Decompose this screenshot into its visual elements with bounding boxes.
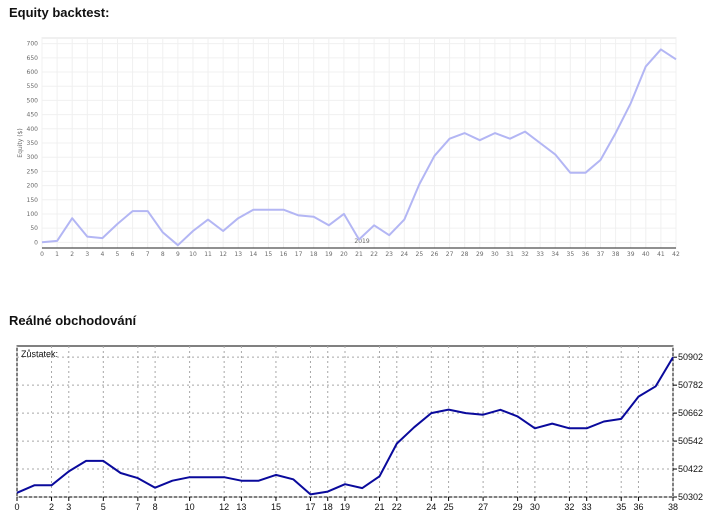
y-tick-label: 500 <box>27 97 39 104</box>
y-tick-label: 0 <box>34 239 38 246</box>
x-tick-label: 10 <box>189 251 197 258</box>
x-tick-label: 16 <box>280 251 288 258</box>
x-tick-label: 24 <box>426 502 436 512</box>
x-tick-label: 21 <box>355 251 363 258</box>
x-tick-label: 27 <box>446 251 454 258</box>
x-tick-label: 8 <box>153 502 158 512</box>
y-tick-label: 50 <box>30 225 38 232</box>
y-axis-label: Equity ($) <box>17 128 24 157</box>
x-tick-label: 35 <box>616 502 626 512</box>
x-tick-label: 13 <box>234 251 242 258</box>
x-tick-label: 33 <box>536 251 544 258</box>
x-tick-label: 33 <box>582 502 592 512</box>
x-tick-label: 26 <box>431 251 439 258</box>
x-tick-label: 24 <box>400 251 408 258</box>
y-tick-label: 50302 <box>678 492 703 502</box>
x-tick-label: 23 <box>385 251 393 258</box>
x-tick-label: 9 <box>176 251 180 258</box>
x-tick-label: 0 <box>14 502 19 512</box>
inline-year-label: 2019 <box>354 238 369 245</box>
y-tick-label: 200 <box>27 183 39 190</box>
x-tick-label: 37 <box>597 251 605 258</box>
x-tick-label: 18 <box>310 251 318 258</box>
x-tick-label: 18 <box>323 502 333 512</box>
x-tick-label: 25 <box>444 502 454 512</box>
x-tick-label: 28 <box>461 251 469 258</box>
x-tick-label: 22 <box>370 251 378 258</box>
x-tick-label: 0 <box>40 251 44 258</box>
real-trading-heading: Reálné obchodování <box>9 313 137 328</box>
y-tick-label: 50782 <box>678 380 703 390</box>
x-tick-label: 20 <box>340 251 348 258</box>
y-tick-label: 400 <box>27 126 39 133</box>
y-tick-label: 700 <box>27 41 39 48</box>
x-tick-label: 7 <box>135 502 140 512</box>
y-tick-label: 50662 <box>678 408 703 418</box>
x-tick-label: 34 <box>551 251 559 258</box>
x-tick-label: 17 <box>295 251 303 258</box>
x-tick-label: 32 <box>521 251 529 258</box>
x-tick-label: 5 <box>101 502 106 512</box>
x-tick-label: 15 <box>271 502 281 512</box>
x-tick-label: 4 <box>100 251 104 258</box>
x-tick-label: 13 <box>236 502 246 512</box>
x-tick-label: 41 <box>657 251 665 258</box>
x-tick-label: 25 <box>416 251 424 258</box>
y-tick-label: 50422 <box>678 464 703 474</box>
x-tick-label: 29 <box>513 502 523 512</box>
x-tick-label: 12 <box>219 251 227 258</box>
x-tick-label: 36 <box>582 251 590 258</box>
x-tick-label: 19 <box>325 251 333 258</box>
y-tick-label: 250 <box>27 168 39 175</box>
x-tick-label: 2 <box>70 251 74 258</box>
y-tick-label: 300 <box>27 154 39 161</box>
y-tick-label: 350 <box>27 140 39 147</box>
x-tick-label: 1 <box>55 251 59 258</box>
y-tick-label: 100 <box>27 211 39 218</box>
y-tick-label: 450 <box>27 112 39 119</box>
y-tick-label: 50542 <box>678 436 703 446</box>
x-tick-label: 2 <box>49 502 54 512</box>
x-tick-label: 6 <box>131 251 135 258</box>
y-tick-label: 150 <box>27 197 39 204</box>
x-tick-label: 17 <box>305 502 315 512</box>
balance-series-line <box>16 356 674 496</box>
x-tick-label: 22 <box>392 502 402 512</box>
x-tick-label: 19 <box>340 502 350 512</box>
x-tick-label: 30 <box>530 502 540 512</box>
x-tick-label: 29 <box>476 251 484 258</box>
x-tick-label: 3 <box>66 502 71 512</box>
x-tick-label: 30 <box>491 251 499 258</box>
balance-label: Zůstatek: <box>21 349 58 359</box>
y-tick-label: 50902 <box>678 352 703 362</box>
x-tick-label: 27 <box>478 502 488 512</box>
x-tick-label: 21 <box>375 502 385 512</box>
y-tick-label: 650 <box>27 55 39 62</box>
equity-backtest-chart: 0501001502002503003504004505005506006507… <box>17 37 680 258</box>
equity-series-line <box>41 48 677 247</box>
x-tick-label: 40 <box>642 251 650 258</box>
x-tick-label: 35 <box>567 251 575 258</box>
x-tick-label: 36 <box>633 502 643 512</box>
y-tick-label: 600 <box>27 69 39 76</box>
x-tick-label: 38 <box>612 251 620 258</box>
x-tick-label: 15 <box>265 251 273 258</box>
x-tick-label: 8 <box>161 251 165 258</box>
x-tick-label: 39 <box>627 251 635 258</box>
x-tick-label: 32 <box>564 502 574 512</box>
x-tick-label: 14 <box>250 251 258 258</box>
x-tick-label: 7 <box>146 251 150 258</box>
x-tick-label: 11 <box>204 251 212 258</box>
x-tick-label: 42 <box>672 251 680 258</box>
x-tick-label: 5 <box>116 251 120 258</box>
equity-backtest-heading: Equity backtest: <box>9 5 110 20</box>
y-tick-label: 550 <box>27 83 39 90</box>
x-tick-label: 3 <box>85 251 89 258</box>
x-tick-label: 12 <box>219 502 229 512</box>
x-tick-label: 10 <box>185 502 195 512</box>
x-tick-label: 31 <box>506 251 514 258</box>
x-tick-label: 38 <box>668 502 678 512</box>
